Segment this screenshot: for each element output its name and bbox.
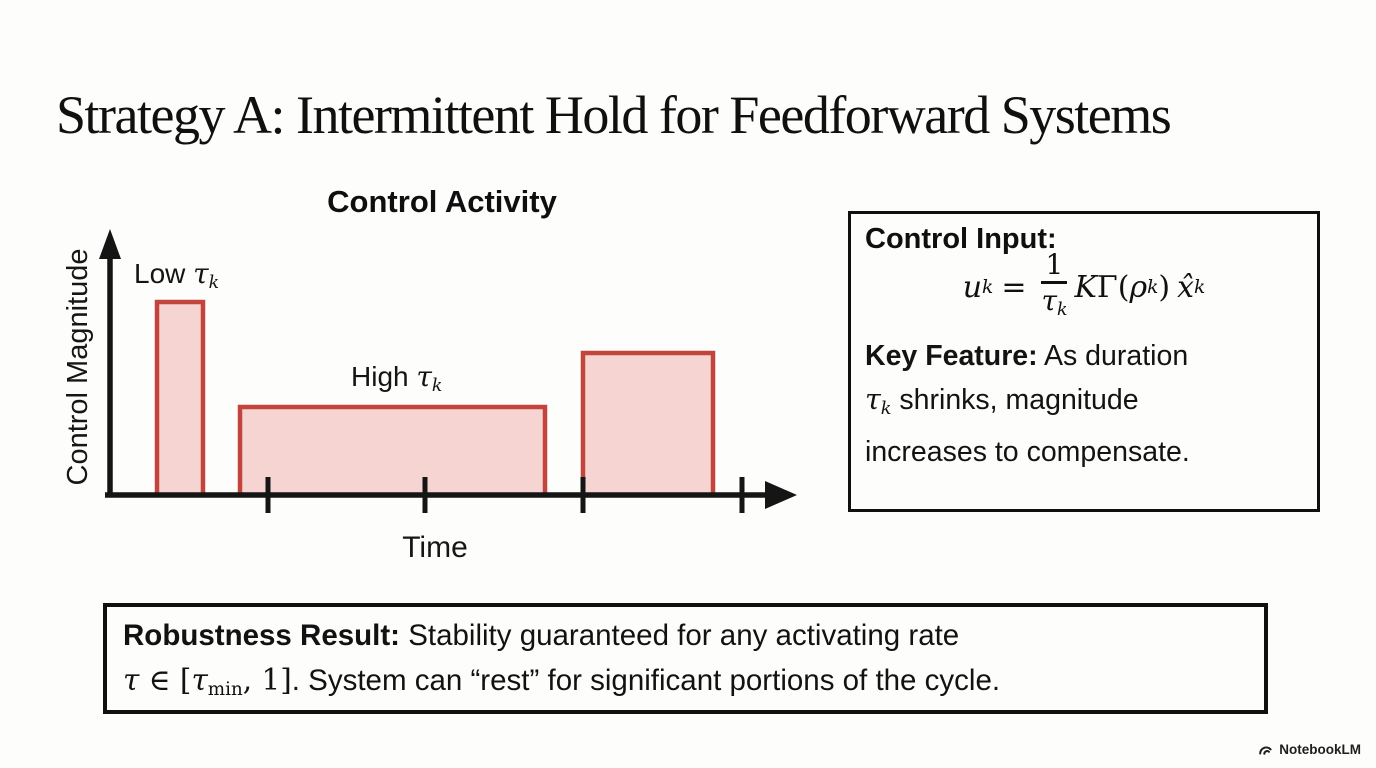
x-axis-label: Time — [402, 531, 468, 564]
bar-label-low-tau: Low τk — [134, 257, 220, 293]
fraction: 1 τk — [1041, 248, 1068, 320]
chart-title: Control Activity — [327, 184, 557, 219]
page-title: Strategy A: Intermittent Hold for Feedfo… — [56, 85, 1172, 145]
robustness-result-box: Robustness Result: Stability guaranteed … — [103, 603, 1268, 714]
notebooklm-watermark: NotebookLM — [1258, 741, 1361, 757]
tau-symbol: τ — [416, 360, 432, 393]
notebooklm-logo-icon — [1259, 746, 1272, 755]
notebooklm-label: NotebookLM — [1279, 741, 1361, 757]
chart-axes-and-bars — [99, 229, 797, 513]
tau-min-symbol: τ — [191, 663, 208, 697]
control-input-heading: Control Input: — [865, 223, 1057, 255]
tau-symbol: τ — [193, 257, 209, 290]
tau-symbol: τ — [865, 382, 881, 416]
bar-label-high-tau: High τk — [351, 360, 443, 396]
fraction-bar — [1041, 281, 1068, 284]
tau-symbol: τ — [123, 663, 140, 697]
robustness-text: Robustness Result: Stability guaranteed … — [123, 619, 1001, 701]
key-feature-text: Key Feature: As duration τk shrinks, mag… — [865, 339, 1190, 468]
